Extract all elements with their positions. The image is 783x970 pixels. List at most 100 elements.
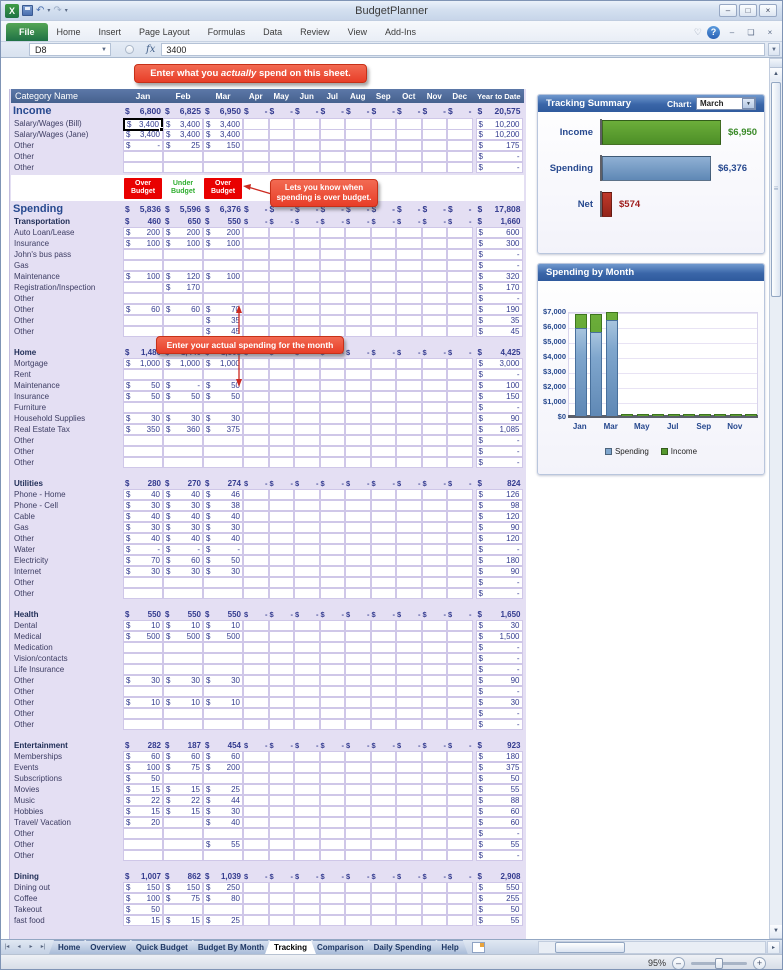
month-cell[interactable] xyxy=(370,697,396,708)
month-cell[interactable]: $60 xyxy=(123,304,163,315)
month-cell[interactable] xyxy=(370,533,396,544)
month-cell[interactable] xyxy=(421,402,447,413)
month-cell[interactable] xyxy=(345,326,371,337)
month-cell[interactable] xyxy=(370,402,396,413)
month-cell[interactable] xyxy=(203,151,243,162)
month-cell[interactable] xyxy=(447,893,473,904)
month-cell[interactable] xyxy=(123,315,163,326)
month-cell[interactable] xyxy=(319,664,345,675)
maximize-button[interactable]: □ xyxy=(739,4,757,17)
ytd-cell[interactable]: $ - xyxy=(475,544,523,555)
row-label[interactable]: Other xyxy=(14,305,35,314)
row-label[interactable]: Memberships xyxy=(14,752,63,761)
month-cell[interactable]: $100 xyxy=(123,893,163,904)
month-cell[interactable] xyxy=(319,653,345,664)
month-cell[interactable]: $- xyxy=(320,217,345,226)
row-label[interactable]: Cable xyxy=(14,512,35,521)
month-cell[interactable] xyxy=(396,489,422,500)
month-cell[interactable] xyxy=(345,162,371,173)
month-cell[interactable]: $650 xyxy=(165,217,201,226)
month-cell[interactable] xyxy=(345,435,371,446)
month-cell[interactable] xyxy=(447,675,473,686)
month-cell[interactable]: $75 xyxy=(163,762,203,773)
ytd-cell[interactable]: $55 xyxy=(475,915,523,926)
month-cell[interactable] xyxy=(447,129,473,140)
month-cell[interactable] xyxy=(370,369,396,380)
month-cell[interactable]: $60 xyxy=(163,555,203,566)
row-label[interactable]: Other xyxy=(14,163,35,172)
row-label[interactable]: Phone - Cell xyxy=(14,501,59,510)
month-cell[interactable]: $460 xyxy=(125,217,161,226)
month-cell[interactable] xyxy=(243,653,269,664)
ytd-cell[interactable]: $3,000 xyxy=(475,358,523,369)
month-cell[interactable]: $200 xyxy=(203,227,243,238)
month-cell[interactable] xyxy=(447,402,473,413)
month-cell[interactable] xyxy=(294,446,320,457)
row-label[interactable]: Life Insurance xyxy=(14,665,65,674)
month-cell[interactable] xyxy=(421,129,447,140)
month-cell[interactable] xyxy=(243,806,269,817)
month-cell[interactable] xyxy=(345,795,371,806)
month-cell[interactable] xyxy=(243,751,269,762)
month-cell[interactable] xyxy=(123,282,163,293)
row-label[interactable]: Other xyxy=(14,687,35,696)
month-cell[interactable]: $10 xyxy=(123,620,163,631)
month-cell[interactable]: $187 xyxy=(165,741,201,750)
month-cell[interactable] xyxy=(268,293,294,304)
month-cell[interactable] xyxy=(268,413,294,424)
month-cell[interactable] xyxy=(345,391,371,402)
month-cell[interactable] xyxy=(447,151,473,162)
month-cell[interactable] xyxy=(396,424,422,435)
month-cell[interactable] xyxy=(447,631,473,642)
month-cell[interactable]: $15 xyxy=(123,915,163,926)
row-label[interactable]: Other xyxy=(14,141,35,150)
month-cell[interactable] xyxy=(421,522,447,533)
month-cell[interactable] xyxy=(421,162,447,173)
row-label[interactable]: Other xyxy=(14,436,35,445)
month-cell[interactable]: $3,400 xyxy=(203,129,243,140)
month-cell[interactable] xyxy=(447,817,473,828)
month-cell[interactable]: $- xyxy=(269,479,294,488)
month-cell[interactable]: $22 xyxy=(123,795,163,806)
row-label[interactable]: Music xyxy=(14,796,35,805)
month-cell[interactable] xyxy=(396,315,422,326)
month-cell[interactable] xyxy=(203,686,243,697)
section-title[interactable]: Utilities xyxy=(14,479,43,488)
month-cell[interactable]: $- xyxy=(346,479,370,488)
month-cell[interactable] xyxy=(319,162,345,173)
month-cell[interactable] xyxy=(345,522,371,533)
month-cell[interactable] xyxy=(319,369,345,380)
month-cell[interactable]: $280 xyxy=(125,479,161,488)
month-cell[interactable] xyxy=(294,304,320,315)
row-label[interactable]: Salary/Wages (Jane) xyxy=(14,130,89,139)
month-cell[interactable] xyxy=(294,817,320,828)
row-label[interactable]: Other xyxy=(14,447,35,456)
month-cell[interactable] xyxy=(123,402,163,413)
ytd-cell[interactable]: $824 xyxy=(477,479,521,488)
month-cell[interactable] xyxy=(268,402,294,413)
ribbon-tab-review[interactable]: Review xyxy=(300,27,330,37)
month-cell[interactable] xyxy=(447,249,473,260)
month-cell[interactable]: $44 xyxy=(203,795,243,806)
month-cell[interactable] xyxy=(268,140,294,151)
month-cell[interactable] xyxy=(294,489,320,500)
month-cell[interactable] xyxy=(268,773,294,784)
month-cell[interactable] xyxy=(370,620,396,631)
month-cell[interactable] xyxy=(370,249,396,260)
month-cell[interactable] xyxy=(319,642,345,653)
close-button[interactable]: × xyxy=(759,4,777,17)
month-cell[interactable]: $- xyxy=(346,106,370,116)
ytd-cell[interactable]: $17,808 xyxy=(477,204,521,214)
ytd-cell[interactable]: $ - xyxy=(475,719,523,730)
month-cell[interactable] xyxy=(294,227,320,238)
month-cell[interactable] xyxy=(421,664,447,675)
month-cell[interactable]: $- xyxy=(244,204,268,214)
month-cell[interactable]: $- xyxy=(320,872,345,881)
month-cell[interactable] xyxy=(163,708,203,719)
month-cell[interactable] xyxy=(345,358,371,369)
month-cell[interactable] xyxy=(319,806,345,817)
month-cell[interactable] xyxy=(268,839,294,850)
month-cell[interactable] xyxy=(396,238,422,249)
month-cell[interactable]: $60 xyxy=(163,304,203,315)
month-cell[interactable]: $40 xyxy=(123,489,163,500)
